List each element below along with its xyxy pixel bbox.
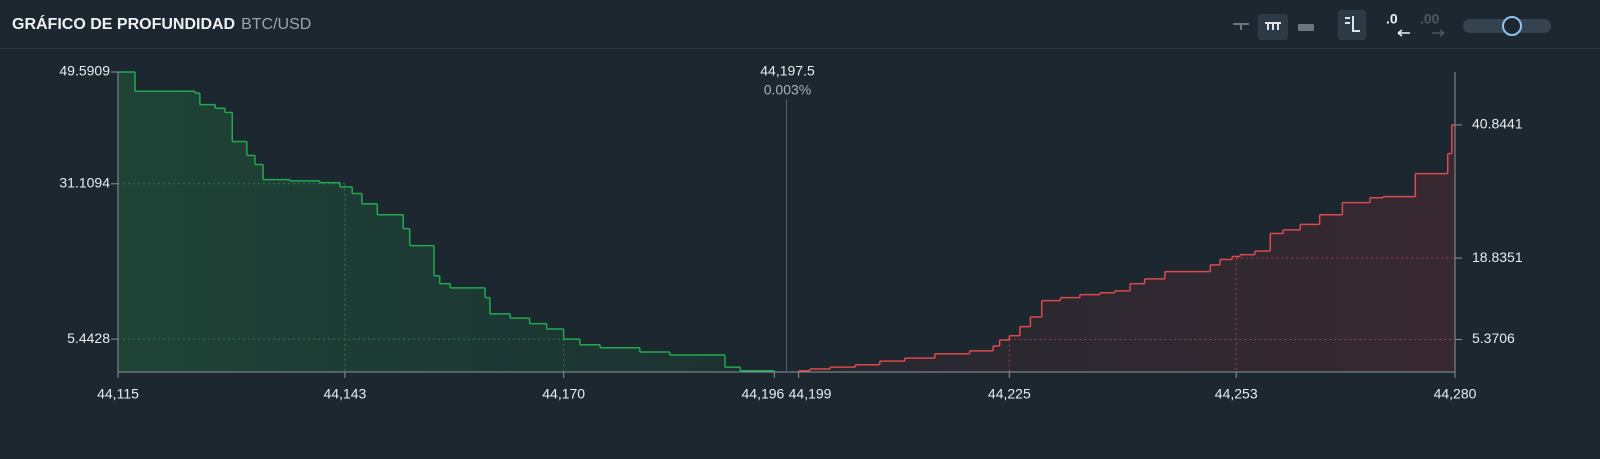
x-tick-label: 44,280 bbox=[1434, 386, 1477, 402]
mode-right-button[interactable] bbox=[1298, 24, 1314, 31]
pair: BTC/USD bbox=[241, 16, 311, 33]
spread-label: 0.003% bbox=[764, 82, 811, 98]
title-text: GRÁFICO DE PROFUNDIDAD bbox=[12, 14, 235, 33]
decimals-more[interactable]: .00 bbox=[1420, 11, 1440, 27]
x-tick-label: 44,196 bbox=[742, 386, 785, 402]
mode-center-icon bbox=[1265, 22, 1281, 30]
decimals-less[interactable]: .0 bbox=[1386, 11, 1398, 27]
y2-tick-label: 40.8441 bbox=[1472, 116, 1523, 132]
x-tick-label: 44,199 bbox=[789, 386, 832, 402]
x-tick-label: 44,115 bbox=[97, 386, 139, 402]
depth-area bbox=[798, 124, 1455, 372]
y-tick-label: 49.5909 bbox=[59, 63, 110, 79]
arrow-right bbox=[1432, 29, 1445, 37]
y2-tick-label: 18.8351 bbox=[1472, 249, 1523, 265]
y-tick-label: 31.1094 bbox=[59, 175, 110, 191]
plot: 5.4428 31.1094 49.5909 5.3706 18.8351 40.8441… bbox=[59, 63, 1522, 402]
y2-tick-label: 5.3706 bbox=[1472, 330, 1515, 346]
y-tick-label: 5.4428 bbox=[67, 330, 110, 346]
x-tick-label: 44,170 bbox=[542, 386, 585, 402]
zoom-slider-handle[interactable] bbox=[1502, 16, 1522, 36]
mode-left-button[interactable] bbox=[1233, 23, 1249, 30]
toolbar: .0 .00 bbox=[1233, 10, 1551, 40]
arrow-left bbox=[1397, 29, 1410, 37]
mid-price-label: 44,197.5 bbox=[760, 63, 815, 79]
x-tick-label: 44,225 bbox=[988, 386, 1031, 402]
x-tick-label: 44,253 bbox=[1215, 386, 1258, 402]
x-tick-label: 44,143 bbox=[323, 386, 366, 402]
title: GRÁFICO DE PROFUNDIDAD BTC/USD bbox=[12, 14, 311, 33]
depth-area bbox=[118, 72, 775, 372]
layout-icon bbox=[1345, 16, 1360, 32]
